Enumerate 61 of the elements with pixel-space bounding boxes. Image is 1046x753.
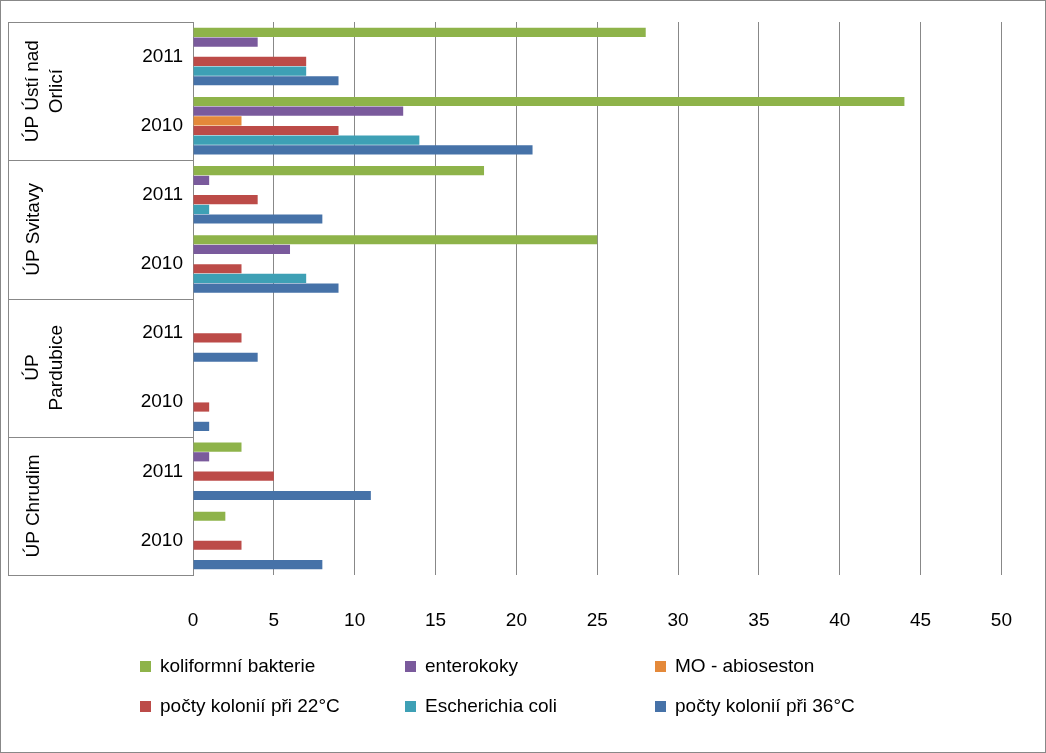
y-tick-label: 2010 [140,528,183,550]
bar [193,66,307,76]
x-tick-label: 30 [667,608,689,630]
bar [193,116,242,126]
y-tick-label: 2010 [140,390,183,412]
bar [193,402,210,412]
text: ÚP Ústí nad Orlicí [21,40,67,143]
bar [193,96,905,107]
x-tick-label: 25 [586,608,608,630]
bar [193,76,339,86]
bar [193,106,404,116]
y-tick-label: 2011 [142,183,183,205]
bar [193,490,371,501]
bar [193,235,598,245]
legend-label: počty kolonií při 36°C [675,695,855,717]
x-tick-label: 45 [910,608,932,630]
bar [193,204,210,214]
bar [193,214,323,224]
y-tick-label: 2010 [140,252,183,274]
bar [193,540,242,550]
bar [193,125,339,136]
bar [193,333,242,343]
bar [193,175,210,185]
bar [193,283,339,293]
x-tick-label: 40 [829,608,851,630]
bar [193,166,485,176]
text: ÚP Chrudim [22,454,44,558]
legend-label: koliformní bakterie [160,655,316,677]
x-tick-label: 50 [990,608,1012,630]
y-tick-label: 2011 [142,44,183,66]
bar [193,135,420,145]
bar [193,352,258,362]
legend-label: Escherichia coli [425,695,557,717]
x-tick-label: 15 [424,608,447,630]
x-tick-label: 20 [505,608,527,630]
legend-label: počty kolonií při 22°C [160,695,340,717]
bar [193,273,307,284]
x-tick-label: 10 [344,608,366,630]
bar [193,452,210,462]
text: ÚP Svitavy [22,182,44,276]
bar [193,27,646,37]
bar [193,511,226,521]
x-tick-label: 0 [187,608,199,630]
bar [193,56,307,66]
bar [193,264,242,274]
bar [193,244,291,255]
legend-label: enterokoky [425,655,518,677]
text: ÚP Pardubice [21,324,67,411]
legend-label: MO - abioseston [675,655,815,677]
bar [193,195,258,205]
y-tick-label: 2010 [140,113,183,135]
bar [193,421,210,431]
x-tick-label: 5 [268,608,280,630]
bar [193,442,242,452]
x-tick-label: 35 [748,608,770,630]
y-tick-label: 2011 [142,321,183,343]
y-tick-label: 2011 [142,459,183,481]
bar [193,560,323,570]
bar [193,37,258,47]
bar [193,145,533,155]
bar [193,471,274,481]
